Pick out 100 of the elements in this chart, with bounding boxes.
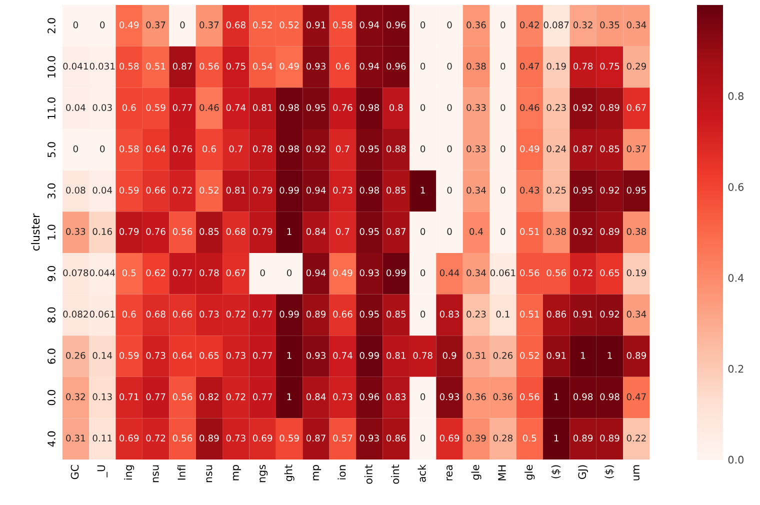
data-label: 0.044	[90, 269, 115, 276]
data-label: 0.98	[280, 145, 299, 152]
data-label: 0.078	[63, 269, 88, 276]
data-label: 0.77	[252, 352, 272, 359]
y-tick-label: 9.0	[48, 266, 56, 282]
data-label: 0.34	[466, 269, 486, 276]
data-label: 0.78	[252, 145, 272, 152]
x-tick-label: rea	[446, 465, 453, 480]
data-label: 0.67	[226, 269, 246, 276]
data-label: 0.77	[172, 104, 192, 112]
data-label: 0.58	[119, 62, 139, 70]
data-label: 0.89	[573, 434, 593, 442]
y-tick-label: 8.0	[48, 307, 56, 323]
data-label: 0.47	[626, 393, 646, 400]
data-label: 0.52	[252, 21, 272, 28]
data-label: 0.49	[333, 269, 352, 276]
x-tick-label: oint	[391, 464, 400, 484]
data-label: 0.66	[172, 310, 192, 318]
x-tick-label: nsu	[206, 465, 212, 482]
data-label: 0.59	[119, 186, 139, 194]
data-label: 0.73	[200, 310, 219, 318]
data-label: 0.93	[360, 269, 379, 276]
data-label: 0	[500, 104, 506, 112]
data-label: 0.76	[146, 228, 166, 235]
y-tick-label: 0.0	[48, 390, 56, 406]
data-label: 0.56	[172, 434, 192, 442]
x-tick-label: ght	[284, 464, 294, 482]
data-label: 0.56	[172, 228, 192, 235]
data-label: 0.72	[573, 269, 592, 276]
y-tick-label: 11.0	[48, 97, 56, 119]
data-label: 0.98	[600, 393, 620, 400]
data-label: 0.85	[200, 228, 219, 235]
data-label: 0.89	[600, 104, 620, 112]
x-tick-label: ($)	[551, 465, 561, 478]
data-label: 0.94	[306, 269, 326, 276]
data-label: 0.77	[172, 269, 192, 276]
data-label: 0.38	[546, 228, 566, 235]
data-label: 0.26	[66, 352, 86, 359]
data-label: 0.56	[520, 393, 540, 400]
data-label: 0.19	[626, 269, 646, 276]
data-label: 0.1	[496, 310, 510, 318]
color-bar-label: 0.2	[728, 364, 744, 373]
data-label: 0.36	[466, 21, 486, 28]
data-label: 0.24	[546, 145, 566, 152]
data-label: 0.94	[360, 21, 380, 28]
data-label: 0.46	[200, 104, 219, 112]
data-label: 0.34	[626, 310, 646, 318]
data-label: 0.56	[172, 393, 192, 400]
data-label: 0.32	[573, 21, 592, 28]
data-label: 0.86	[546, 310, 566, 318]
data-label: 0.59	[280, 434, 299, 442]
data-label: 0.031	[90, 62, 115, 70]
data-label: 0.72	[226, 310, 246, 318]
data-label: 0.93	[360, 434, 379, 442]
data-label: 0.75	[226, 62, 246, 70]
data-label: 0.85	[600, 145, 620, 152]
y-axis-title: cluster	[31, 213, 40, 251]
data-label: 0.92	[306, 145, 326, 152]
data-label: 0.85	[386, 310, 406, 318]
data-label: 0.89	[306, 310, 326, 318]
data-label: 0.82	[200, 393, 218, 400]
data-label: 0.68	[226, 228, 246, 235]
x-tick-label: Infl	[177, 465, 186, 480]
data-label: 0.49	[280, 62, 299, 70]
data-label: 0.51	[146, 62, 166, 70]
data-label: 0.99	[280, 310, 299, 318]
data-label: 0	[73, 21, 78, 28]
data-label: 0.86	[386, 434, 406, 442]
color-bar-label: 0.4	[728, 274, 744, 282]
color-bar-label: 0.0	[728, 456, 744, 464]
data-label: 0.11	[92, 434, 112, 442]
data-label: 0.36	[466, 393, 486, 400]
data-label: 0.33	[466, 145, 486, 152]
data-label: 0.95	[626, 186, 646, 194]
data-label: 0.79	[119, 228, 139, 235]
data-label: 0	[447, 21, 452, 28]
data-label: 0.32	[66, 393, 85, 400]
data-label: 0.64	[172, 352, 192, 359]
data-label: 0.56	[520, 269, 540, 276]
x-tick-label: ion	[338, 465, 346, 480]
data-label: 0.79	[252, 228, 272, 235]
data-label: 0.91	[306, 21, 326, 28]
data-label: 0.56	[200, 62, 219, 70]
x-tick-label: ($)	[604, 465, 614, 478]
data-label: 0.8	[389, 104, 403, 112]
x-tick-label: _U	[97, 465, 108, 478]
data-label: 0.95	[573, 186, 592, 194]
data-label: 0.89	[600, 434, 620, 442]
data-label: 0.93	[306, 62, 326, 70]
data-label: 0	[420, 228, 426, 235]
data-label: 0.5	[522, 434, 536, 442]
data-label: 0.46	[520, 104, 540, 112]
data-label: 0.79	[252, 186, 272, 194]
data-label: 0.36	[493, 393, 513, 400]
x-tick-label: oint	[364, 464, 372, 484]
data-label: 0.81	[226, 186, 246, 194]
data-label: 0	[420, 145, 426, 152]
data-label: 1	[608, 352, 612, 359]
data-label: 0.31	[466, 352, 486, 359]
data-label: 0.082	[63, 310, 88, 318]
